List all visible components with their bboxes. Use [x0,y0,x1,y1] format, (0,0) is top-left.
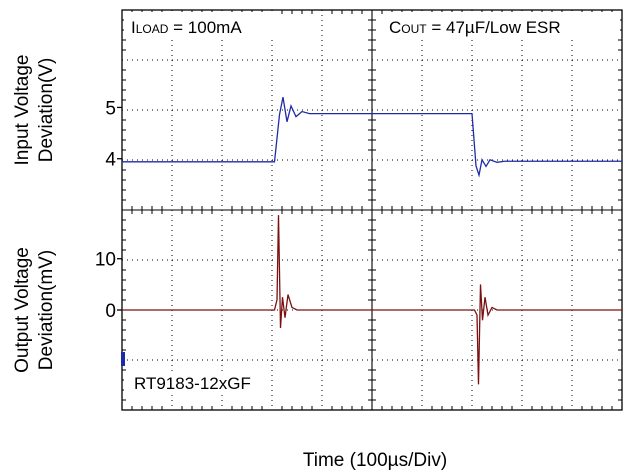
upper-ytick-label-1: 5 [105,98,116,119]
annotation-box-cout [383,12,620,38]
upper-ylabel-line2: Deviation(V) [36,58,57,163]
series-output-voltage-line [122,215,622,385]
annotation-cout: COUT = 47µF/Low ESR [389,18,561,37]
annotation-box-iload [124,12,274,38]
annotation-box-part [124,372,249,394]
lower-ylabel-line2: Deviation(mV) [36,250,57,370]
grid [122,10,622,410]
annotation-part-number: RT9183-12xGF [134,374,251,393]
channel-marker [121,352,125,366]
axis-ticks [117,10,622,410]
lower-ytick-label-2: 0 [105,301,116,322]
x-axis-label: Time (100µs/Div) [303,450,447,471]
series-input-voltage-line [122,97,622,178]
annotation-iload: ILOAD = 100mA [131,18,242,37]
lower-ytick-label-1: 10 [95,250,116,271]
lower-ylabel-line1: Output Voltage [12,247,33,373]
upper-ytick-label-2: 4 [105,150,116,171]
upper-ylabel-line1: Input Voltage [12,55,33,166]
